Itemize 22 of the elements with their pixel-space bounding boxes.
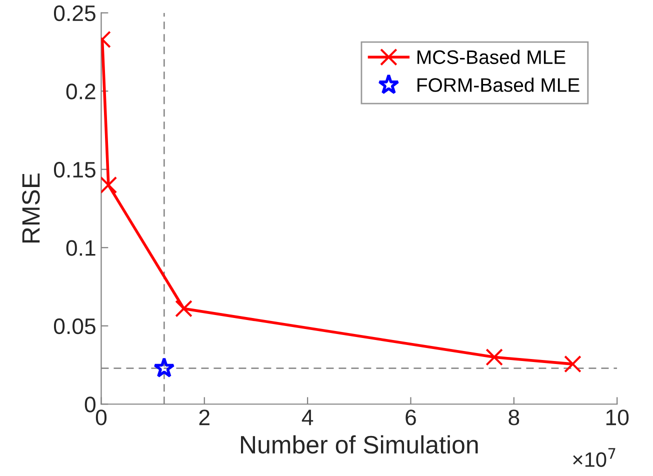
point: [101, 176, 118, 194]
x-tick-label: 2: [199, 410, 210, 426]
y-tick-label: 0.2: [66, 84, 96, 100]
x-tick-label: 8: [508, 410, 520, 426]
x-axis-title: Number of Simulation: [241, 435, 478, 454]
point: [486, 348, 503, 366]
legend-label: MCS-Based MLE: [418, 50, 566, 64]
legend-label: FORM-Based MLE: [418, 78, 580, 92]
point: [154, 357, 175, 378]
y-tick-label: 0.25: [54, 5, 96, 22]
text: ×10$^{7}$: [573, 448, 616, 467]
y-tick-label: 0: [84, 396, 96, 412]
x-tick-label: 10: [606, 410, 629, 426]
y-axis-title: RMSE: [22, 173, 40, 243]
y-tick-label: 0.1: [66, 240, 96, 256]
y-tick-label: 0.05: [54, 318, 96, 334]
x-tick-label: 6: [406, 410, 416, 426]
point: [564, 355, 582, 373]
x-tick-label: 4: [302, 410, 314, 426]
y-tick-label: 0.15: [54, 162, 96, 178]
x-tick-label: 0: [96, 410, 107, 426]
point: [175, 300, 192, 318]
